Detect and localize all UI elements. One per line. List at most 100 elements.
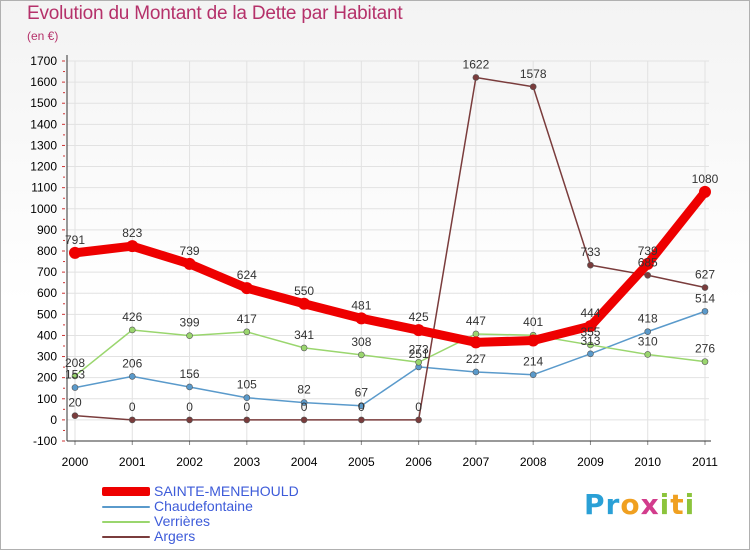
- data-point-sainte-menehould: [183, 257, 196, 270]
- x-tick-label: 2008: [520, 455, 547, 469]
- data-point-argers: [128, 416, 136, 424]
- y-tick-label: 1400: [30, 117, 57, 131]
- data-point-sainte-menehould: [527, 334, 540, 347]
- y-tick-label: 1200: [30, 160, 57, 174]
- legend-label: Chaudefontaine: [154, 498, 253, 514]
- data-point-argers: [587, 261, 594, 269]
- data-label-argers: 1578: [520, 67, 547, 81]
- data-label-sainte-menehould: 550: [294, 284, 314, 298]
- y-tick-label: 700: [37, 265, 57, 279]
- data-point-argers: [701, 284, 709, 291]
- data-label-chaudefontaine: 82: [297, 383, 311, 397]
- data-point-chaudefontaine: [300, 399, 308, 406]
- legend-swatch: [102, 536, 150, 538]
- data-label-sainte-menehould: 481: [351, 298, 371, 312]
- y-tick-label: 1500: [30, 96, 57, 110]
- y-tick-label: 1000: [30, 202, 57, 216]
- logo-letter: i: [684, 488, 696, 521]
- x-tick-label: 2004: [291, 455, 318, 469]
- data-point-verri-res: [128, 326, 136, 334]
- logo-letter: o: [620, 488, 641, 521]
- logo-letter: i: [659, 488, 671, 521]
- y-tick-label: -100: [33, 434, 57, 448]
- y-tick-label: 600: [37, 286, 57, 300]
- data-label-argers: 0: [243, 400, 250, 414]
- chart-title: Evolution du Montant de la Dette par Hab…: [27, 3, 403, 24]
- series-line-chaudefontaine: [74, 310, 706, 407]
- data-label-sainte-menehould: 739: [638, 244, 658, 258]
- x-tick-label: 2009: [577, 455, 604, 469]
- data-point-sainte-menehould: [469, 336, 482, 349]
- data-point-chaudefontaine: [358, 402, 365, 410]
- x-tick-label: 2007: [463, 455, 490, 469]
- data-label-verri-res: 426: [122, 310, 142, 324]
- data-label-chaudefontaine: 418: [638, 312, 658, 326]
- data-point-chaudefontaine: [529, 371, 537, 379]
- data-point-chaudefontaine: [243, 394, 251, 402]
- data-label-chaudefontaine: 214: [523, 355, 543, 369]
- data-label-verri-res: 447: [466, 314, 486, 328]
- data-point-verri-res: [358, 351, 365, 359]
- legend-swatch: [102, 506, 150, 508]
- data-point-verri-res: [243, 328, 251, 336]
- data-point-verri-res: [472, 330, 480, 338]
- x-tick-label: 2005: [348, 455, 375, 469]
- y-tick-label: 1100: [31, 181, 57, 195]
- logo-letter: P: [584, 488, 606, 521]
- legend-label: Argers: [154, 528, 196, 544]
- data-label-sainte-menehould: 444: [580, 306, 600, 320]
- legend-swatch: [102, 487, 150, 496]
- data-label-sainte-menehould: 624: [237, 268, 257, 282]
- y-tick-label: 500: [37, 307, 57, 321]
- data-label-verri-res: 308: [351, 335, 371, 349]
- y-tick-label: 400: [37, 328, 57, 342]
- y-tick-label: 1600: [30, 75, 57, 89]
- x-tick-label: 2006: [405, 455, 432, 469]
- data-label-verri-res: 417: [237, 312, 257, 326]
- data-label-verri-res: 310: [638, 334, 658, 348]
- data-point-argers: [472, 74, 480, 81]
- series-line-sainte-menehould: [70, 187, 710, 347]
- data-point-chaudefontaine: [701, 308, 709, 315]
- proxiti-logo: Proxiti: [584, 488, 695, 521]
- data-label-chaudefontaine: 206: [122, 356, 142, 370]
- x-tick-label: 2010: [634, 455, 661, 469]
- data-label-sainte-menehould: 791: [65, 233, 85, 247]
- data-label-chaudefontaine: 251: [409, 347, 429, 361]
- data-label-chaudefontaine: 227: [466, 352, 486, 366]
- data-point-argers: [186, 416, 193, 424]
- data-label-argers: 685: [638, 255, 658, 269]
- data-label-chaudefontaine: 313: [580, 334, 600, 348]
- data-label-verri-res: 276: [695, 342, 715, 356]
- data-point-chaudefontaine: [128, 373, 136, 380]
- data-point-argers: [644, 271, 652, 279]
- legend-label: SAINTE-MENEHOULD: [154, 483, 299, 499]
- data-label-argers: 627: [695, 268, 715, 282]
- series-line-verri-res: [74, 329, 706, 377]
- x-tick-label: 2000: [62, 455, 89, 469]
- x-tick-label: 2001: [119, 455, 146, 469]
- legend-label: Verrières: [154, 513, 211, 529]
- data-point-sainte-menehould: [699, 185, 711, 198]
- data-point-sainte-menehould: [355, 312, 368, 325]
- logo-letter: x: [640, 488, 660, 521]
- y-tick-label: 900: [37, 223, 57, 237]
- data-label-argers: 20: [68, 396, 82, 410]
- data-point-verri-res: [701, 358, 709, 365]
- data-label-verri-res: 273: [409, 342, 429, 356]
- data-point-sainte-menehould: [298, 297, 311, 310]
- data-label-chaudefontaine: 514: [695, 291, 715, 305]
- data-label-verri-res: 341: [294, 328, 314, 342]
- data-point-chaudefontaine: [587, 350, 594, 358]
- data-point-argers: [71, 412, 79, 419]
- data-point-sainte-menehould: [240, 282, 253, 295]
- data-point-verri-res: [300, 344, 308, 352]
- data-point-sainte-menehould: [641, 257, 654, 270]
- data-point-verri-res: [415, 358, 422, 366]
- data-point-chaudefontaine: [186, 383, 193, 391]
- x-tick-label: 2003: [233, 455, 260, 469]
- data-label-chaudefontaine: 153: [65, 368, 85, 382]
- data-point-verri-res: [186, 332, 193, 339]
- data-point-verri-res: [644, 351, 652, 358]
- y-tick-label: 0: [50, 413, 57, 427]
